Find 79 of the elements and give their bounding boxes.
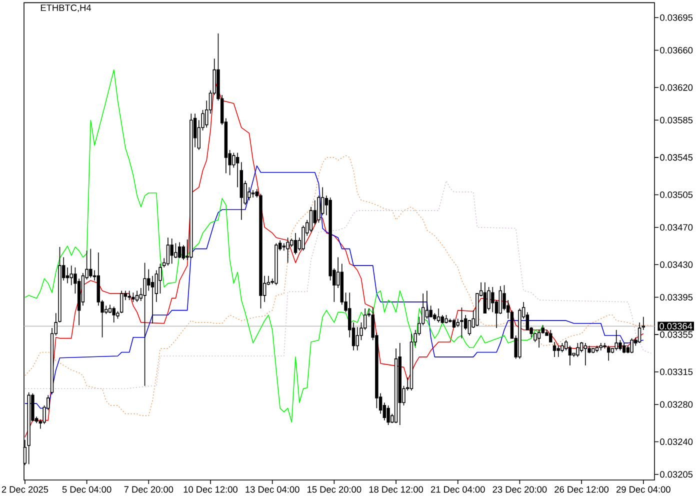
candlestick [452,318,456,328]
candlestick [128,290,131,300]
chart-title: ETHBTC,H4 [40,4,92,12]
candlestick [154,270,158,302]
x-tick-label: 2 Dec 2025 [2,486,48,493]
candlestick [483,282,487,314]
candlestick [560,342,564,353]
y-tick-label: 0.03395 [660,294,693,301]
y-tick-label: 0.03505 [660,191,693,198]
y-tick-label: 0.03620 [660,84,693,91]
candlestick [248,186,251,201]
candlestick [132,292,135,302]
candlestick [294,232,298,255]
x-tick-label: 13 Dec 04:00 [246,486,300,493]
y-tick-label: 0.03315 [660,368,693,376]
candlestick [429,305,432,318]
candlestick [537,330,541,348]
candlestick [143,262,146,386]
y-tick-label: 0.03470 [660,224,693,231]
candlestick [618,340,622,351]
candlestick [630,338,634,354]
candlestick [135,290,139,302]
candlestick [614,330,618,351]
line-series [24,69,544,423]
x-tick-label: 7 Dec 20:00 [124,486,174,493]
y-tick-label: 0.03430 [660,261,693,268]
y-tick-label: 0.03695 [660,14,693,21]
candlestick [174,242,178,259]
x-tick-label: 10 Dec 12:00 [184,486,238,493]
candlestick [580,342,584,353]
x-tick-label: 29 Dec 04:00 [616,486,670,493]
candlestick [182,244,186,260]
candlestick [498,286,502,314]
candlestick [356,326,359,351]
candlestick [552,342,556,358]
y-tick-label: 0.03660 [660,46,693,54]
candlestick [642,316,646,330]
candlestick [556,345,560,358]
candlestick [251,190,255,198]
candlestick [460,307,464,339]
candlestick [286,237,290,264]
ref-line-label: 0.03364 [660,322,692,330]
candlestick [166,237,170,266]
candlestick [386,405,390,426]
candlestick [468,320,472,336]
candlestick [549,330,552,342]
candlestick [89,248,92,278]
candlestick [120,290,124,314]
y-tick-label: 0.03280 [660,401,693,408]
y-tick-label: 0.03240 [660,438,693,446]
x-tick-label: 15 Dec 20:00 [308,486,362,493]
candlestick [70,265,73,286]
x-tick-label: 5 Dec 04:00 [62,486,112,493]
x-tick-label: 21 Dec 04:00 [430,486,485,493]
candlestick [170,238,174,264]
candlestick [568,345,572,366]
y-tick-label: 0.03585 [660,116,693,124]
x-tick-label: 26 Dec 12:00 [554,486,609,493]
line-series [24,180,652,390]
candlestick [178,242,182,259]
candlestick [487,286,490,311]
x-tick-label: 23 Dec 20:00 [492,486,547,493]
candlestick [150,275,154,324]
y-tick-label: 0.03355 [660,331,693,338]
candlestick [607,345,610,362]
candlestick [309,206,313,232]
candlestick [584,342,588,366]
candlestick [638,322,642,344]
candlestick [66,267,70,284]
candlestick [112,306,116,323]
candlestick [436,308,440,323]
candlestick [464,314,468,330]
candlestick [576,342,580,358]
x-tick-label: 18 Dec 12:00 [369,486,424,493]
y-tick-label: 0.03205 [660,471,693,478]
candlestick [622,342,626,354]
candlestick [282,242,286,252]
y-tick-label: 0.03545 [660,154,693,161]
candlestick [236,152,240,188]
